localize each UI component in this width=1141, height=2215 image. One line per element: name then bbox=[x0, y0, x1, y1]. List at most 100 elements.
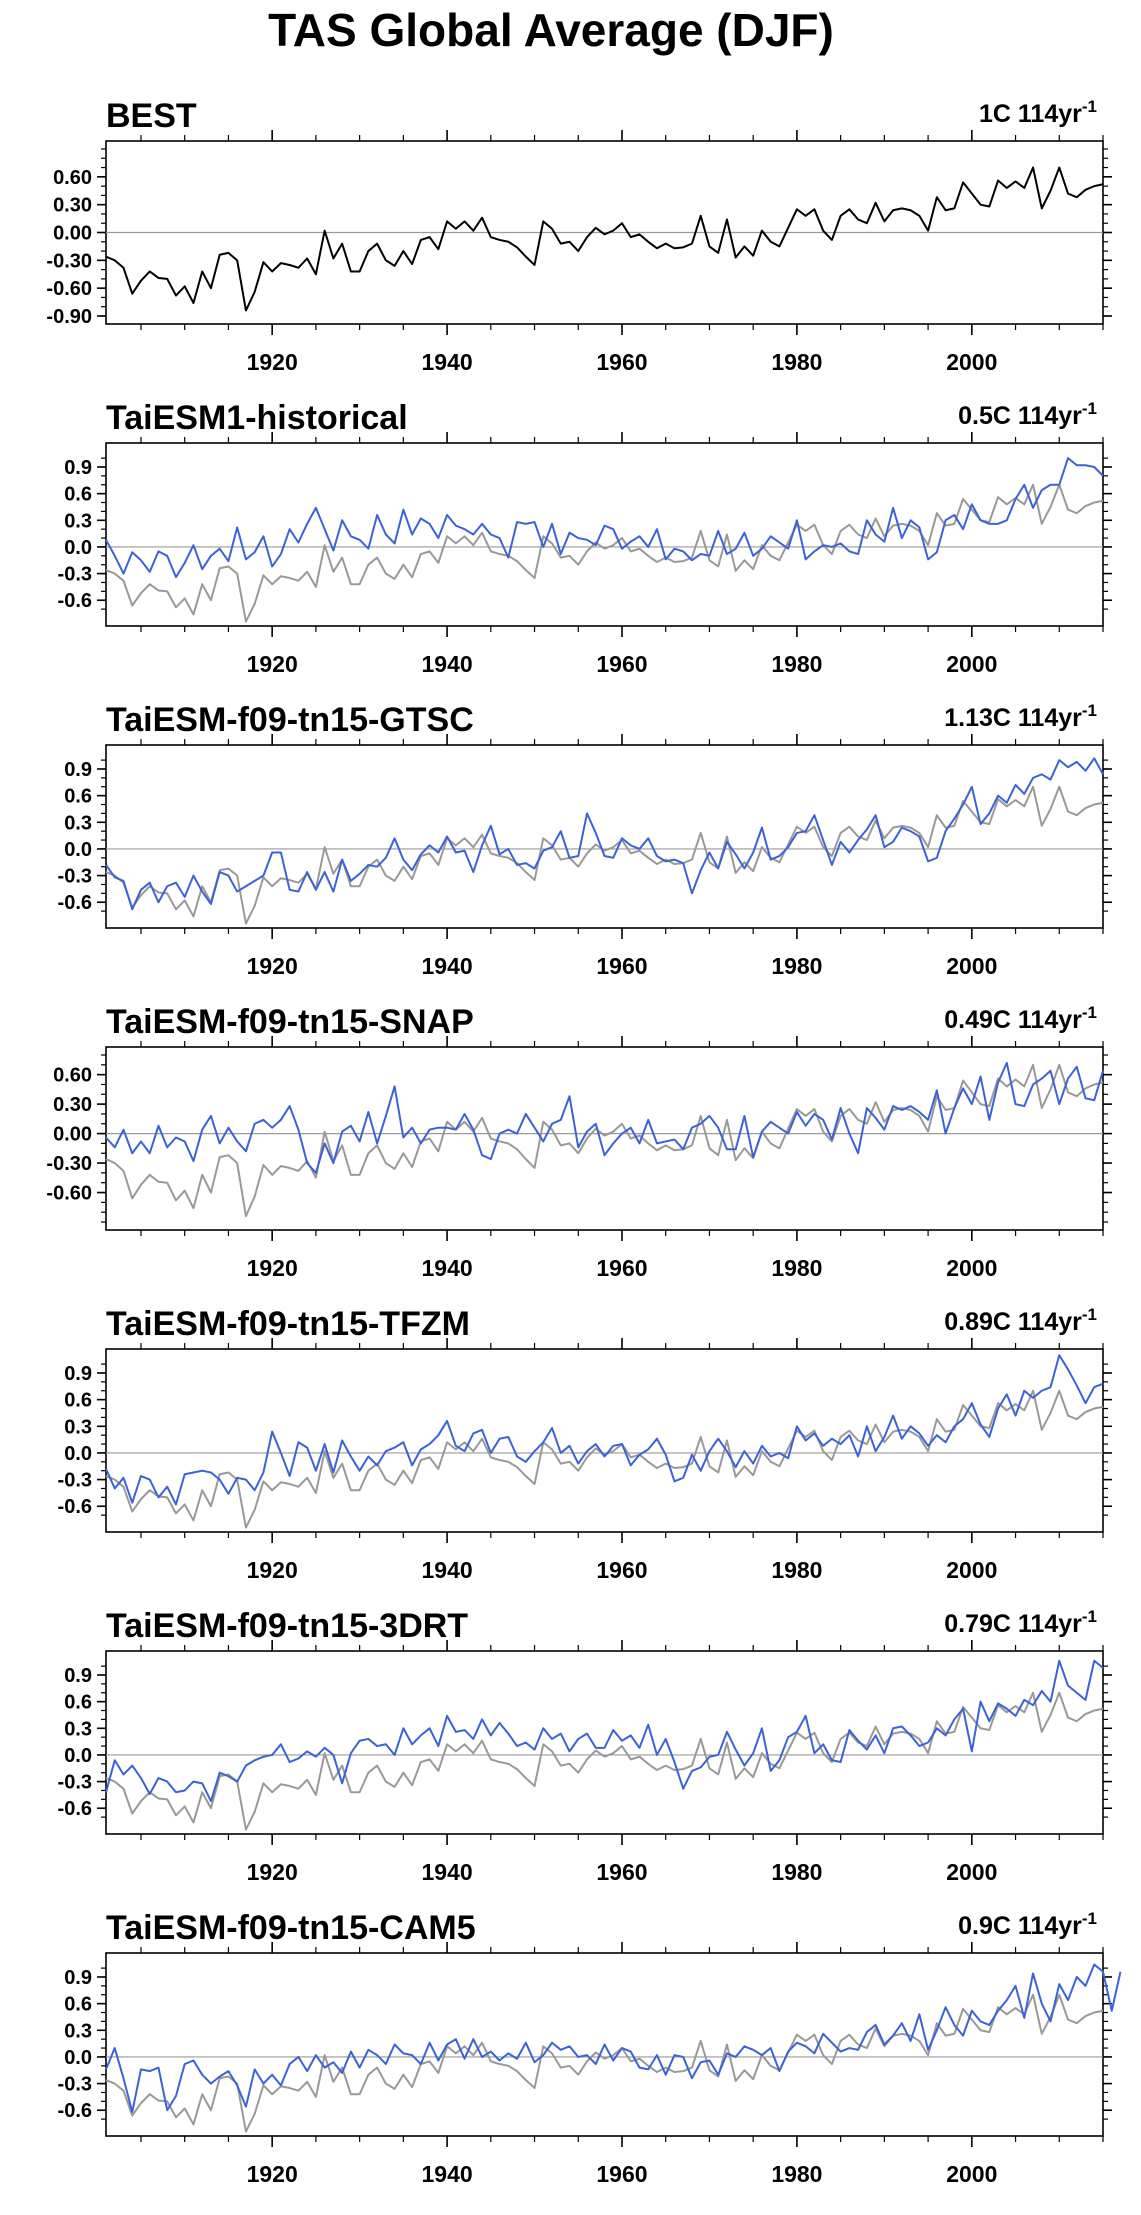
y-tick-label: 0.3 bbox=[64, 510, 92, 532]
x-tick-label: 2000 bbox=[946, 1255, 997, 1281]
trend-exponent: -1 bbox=[1082, 97, 1097, 116]
y-tick-label: -0.6 bbox=[58, 590, 92, 612]
panel-title: BEST bbox=[106, 97, 197, 135]
y-tick-label: -0.3 bbox=[58, 1772, 92, 1794]
x-tick-label: 2000 bbox=[946, 1859, 997, 1885]
x-tick-label: 1940 bbox=[421, 1859, 472, 1885]
chart-panel: TaiESM-f09-tn15-CAM5 0.9C 114yr-1 0.9 0.6 0.… bbox=[58, 1909, 1122, 2187]
panel-title: TaiESM-f09-tn15-SNAP bbox=[106, 1003, 474, 1041]
trend-value: 1C 114yr bbox=[979, 100, 1082, 128]
y-tick-label: -0.3 bbox=[58, 866, 92, 888]
trend-exponent: -1 bbox=[1082, 399, 1097, 418]
x-tick-label: 1980 bbox=[771, 1255, 822, 1281]
main-title: TAS Global Average (DJF) bbox=[268, 4, 834, 56]
x-tick-label: 1920 bbox=[247, 1557, 298, 1583]
chart-panel: TaiESM-f09-tn15-SNAP 0.49C 114yr-1 0.60 0.3… bbox=[46, 1003, 1112, 1281]
plot-frame bbox=[105, 744, 1104, 929]
trend-exponent: -1 bbox=[1082, 1305, 1097, 1324]
plot-frame bbox=[105, 1650, 1104, 1835]
trend-label: 1.13C 114yr-1 bbox=[944, 701, 1097, 732]
y-tick-label: 0.6 bbox=[64, 1692, 92, 1714]
x-tick-label: 1980 bbox=[771, 1859, 822, 1885]
y-tick-label: -0.30 bbox=[46, 250, 92, 272]
y-tick-label: 0.9 bbox=[64, 1665, 92, 1687]
x-tick-label: 1980 bbox=[771, 2161, 822, 2187]
x-tick-label: 2000 bbox=[946, 349, 997, 375]
x-tick-label: 2000 bbox=[946, 651, 997, 677]
trend-value: 0.5C 114yr bbox=[958, 402, 1082, 430]
x-tick-label: 1980 bbox=[771, 349, 822, 375]
x-tick-label: 1920 bbox=[247, 1255, 298, 1281]
series-line-reference bbox=[105, 1389, 1104, 1529]
y-tick-label: 0.3 bbox=[64, 1416, 92, 1438]
x-tick-label: 1960 bbox=[596, 651, 647, 677]
plot-frame bbox=[105, 1952, 1104, 2137]
trend-exponent: -1 bbox=[1082, 701, 1097, 720]
x-tick-label: 1920 bbox=[247, 953, 298, 979]
y-tick-label: 0.9 bbox=[64, 457, 92, 479]
trend-exponent: -1 bbox=[1082, 1607, 1097, 1626]
panel-title: TaiESM-f09-tn15-GTSC bbox=[106, 701, 474, 739]
x-tick-label: 1960 bbox=[596, 953, 647, 979]
y-tick-label: 0.3 bbox=[64, 2020, 92, 2042]
y-tick-label: 0.0 bbox=[64, 537, 92, 559]
y-tick-label: -0.3 bbox=[58, 2074, 92, 2096]
plot-frame bbox=[105, 1046, 1104, 1231]
series-line bbox=[105, 166, 1104, 312]
x-tick-label: 1960 bbox=[596, 2161, 647, 2187]
trend-label: 1C 114yr-1 bbox=[979, 97, 1097, 128]
y-tick-label: 0.9 bbox=[64, 1363, 92, 1385]
trend-exponent: -1 bbox=[1082, 1003, 1097, 1022]
y-tick-label: -0.6 bbox=[58, 1798, 92, 1820]
trend-label: 0.49C 114yr-1 bbox=[944, 1003, 1097, 1034]
chart-panel: BEST 1C 114yr-1 0.60 0.30 0.00 -0.30 -0.60 -0.9… bbox=[46, 97, 1112, 375]
chart-panel: TaiESM-f09-tn15-3DRT 0.79C 114yr-1 0.9 0.6 0… bbox=[58, 1607, 1112, 1885]
y-tick-label: 0.9 bbox=[64, 759, 92, 781]
panel-title: TaiESM-f09-tn15-3DRT bbox=[106, 1607, 468, 1645]
y-tick-label: 0.0 bbox=[64, 1443, 92, 1465]
y-tick-label: 0.00 bbox=[53, 223, 92, 245]
x-tick-label: 1960 bbox=[596, 1859, 647, 1885]
trend-value: 0.89C 114yr bbox=[944, 1308, 1082, 1336]
series-line-reference bbox=[105, 785, 1104, 925]
panel-title: TaiESM1-historical bbox=[106, 399, 408, 437]
series-line-model bbox=[105, 1659, 1104, 1803]
y-tick-label: -0.3 bbox=[58, 1470, 92, 1492]
x-tick-label: 1940 bbox=[421, 1255, 472, 1281]
x-tick-label: 1980 bbox=[771, 953, 822, 979]
plot-frame bbox=[105, 442, 1104, 627]
series-line-model bbox=[105, 1963, 1122, 2114]
y-tick-label: 0.6 bbox=[64, 1994, 92, 2016]
series-line-model bbox=[105, 1354, 1104, 1506]
chart-panel: TaiESM-f09-tn15-TFZM 0.89C 114yr-1 0.9 0.6 0… bbox=[58, 1305, 1112, 1583]
y-tick-label: 0.0 bbox=[64, 1745, 92, 1767]
panel-title: TaiESM-f09-tn15-CAM5 bbox=[106, 1909, 476, 1947]
y-tick-label: 0.6 bbox=[64, 484, 92, 506]
x-tick-label: 1940 bbox=[421, 651, 472, 677]
x-tick-label: 1960 bbox=[596, 1255, 647, 1281]
x-tick-label: 1940 bbox=[421, 2161, 472, 2187]
x-tick-label: 1980 bbox=[771, 651, 822, 677]
y-tick-label: 0.60 bbox=[53, 1065, 92, 1087]
y-tick-label: 0.60 bbox=[53, 167, 92, 189]
y-tick-label: -0.60 bbox=[46, 1183, 92, 1205]
trend-label: 0.5C 114yr-1 bbox=[958, 399, 1097, 430]
x-tick-label: 1920 bbox=[247, 349, 298, 375]
trend-exponent: -1 bbox=[1082, 1909, 1097, 1928]
y-tick-label: -0.6 bbox=[58, 1496, 92, 1518]
series-line-model bbox=[105, 457, 1104, 579]
chart-panel: TaiESM1-historical 0.5C 114yr-1 0.9 0.6 0.3 0… bbox=[58, 399, 1112, 677]
y-tick-label: -0.60 bbox=[46, 278, 92, 300]
x-tick-label: 2000 bbox=[946, 1557, 997, 1583]
trend-label: 0.89C 114yr-1 bbox=[944, 1305, 1097, 1336]
chart-panel: TaiESM-f09-tn15-GTSC 1.13C 114yr-1 0.9 0.6 0… bbox=[58, 701, 1112, 979]
y-tick-label: 0.3 bbox=[64, 1718, 92, 1740]
x-tick-label: 1920 bbox=[247, 1859, 298, 1885]
plot-frame bbox=[105, 1348, 1104, 1533]
y-tick-label: 0.6 bbox=[64, 1390, 92, 1412]
trend-value: 0.79C 114yr bbox=[944, 1610, 1082, 1638]
y-tick-label: 0.3 bbox=[64, 812, 92, 834]
y-tick-label: 0.30 bbox=[53, 195, 92, 217]
x-tick-label: 1940 bbox=[421, 349, 472, 375]
